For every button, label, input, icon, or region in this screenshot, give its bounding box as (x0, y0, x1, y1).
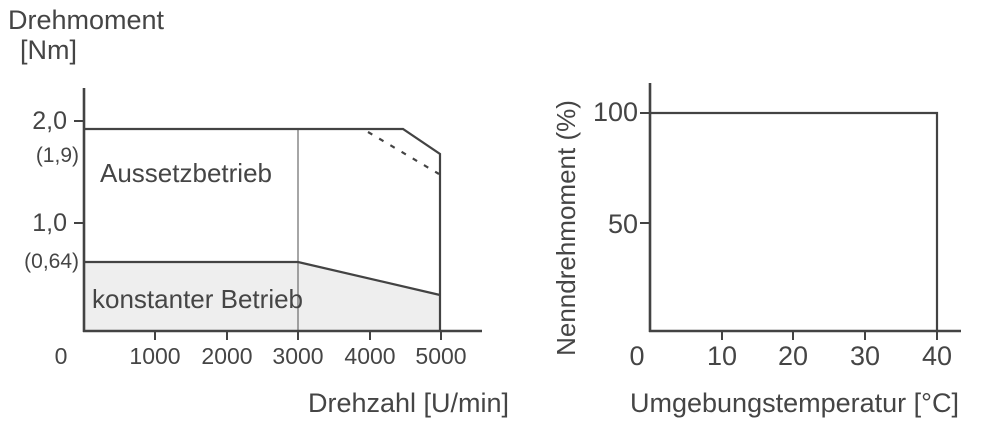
left-x-tick-label-1000: 1000 (129, 343, 181, 369)
right-x-tick-label-20: 20 (777, 341, 809, 371)
left-y-annotation-1-9: (1,9) (35, 144, 79, 167)
right-y-tick-label-100: 100 (592, 97, 638, 127)
region-label-intermittent-operation: Aussetzbetrieb (100, 158, 272, 188)
right-x-tick-label-30: 30 (849, 341, 881, 371)
rated-torque-curve (650, 111, 939, 331)
left-x-tick-label-4000: 4000 (344, 343, 396, 369)
right-x-tick-label-0: 0 (629, 341, 645, 371)
left-y-axis-title-line1: Drehmoment (8, 5, 165, 35)
left-y-tick-label-2-0: 2,0 (32, 107, 67, 135)
left-x-axis-ticks (154, 331, 442, 340)
left-x-tick-label-3000: 3000 (272, 343, 324, 369)
right-x-tick-label-10: 10 (706, 341, 738, 371)
right-x-axis-title: Umgebungstemperatur [°C] (630, 388, 959, 418)
constant-operation-shaded-area (84, 262, 440, 331)
left-y-axis-ticks (74, 120, 84, 224)
left-x-axis-title: Drehzahl [U/min] (308, 388, 510, 418)
intermittent-operation-limit-line (84, 127, 442, 331)
right-y-tick-label-50: 50 (607, 209, 638, 239)
right-x-tick-label-40: 40 (921, 341, 953, 371)
left-x-tick-label-0: 0 (54, 343, 68, 369)
left-y-axis-title-line2: [Nm] (20, 35, 77, 65)
region-label-constant-operation: konstanter Betrieb (92, 284, 304, 314)
left-x-tick-label-5000: 5000 (415, 343, 467, 369)
left-y-tick-label-1-0: 1,0 (32, 209, 67, 237)
derating-dashed-line (367, 131, 440, 175)
right-x-axis-ticks (721, 331, 938, 340)
right-y-axis-ticks (640, 112, 650, 224)
left-x-tick-label-2000: 2000 (201, 343, 253, 369)
constant-operation-boundary-line (84, 260, 441, 297)
left-y-annotation-0-64: (0,64) (24, 250, 79, 273)
